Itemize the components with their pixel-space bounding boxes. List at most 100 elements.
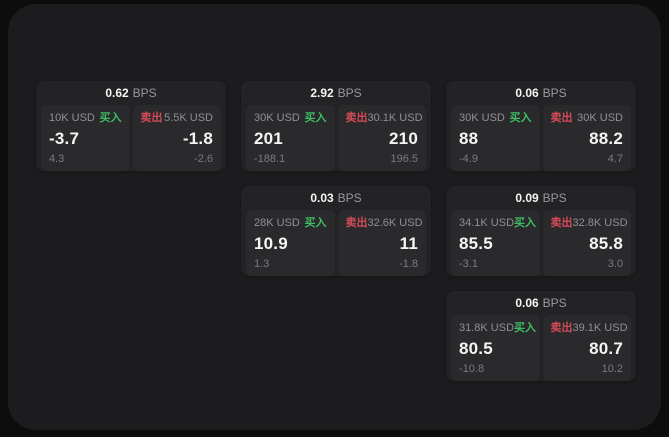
buy-change: -3.1 xyxy=(459,258,478,270)
sell-change: 10.2 xyxy=(601,363,623,375)
sell-side-label: 卖出 xyxy=(550,322,573,334)
buy-side-label: 买入 xyxy=(509,112,532,124)
buy-panel[interactable]: 28K USD 买入 10.9 1.3 xyxy=(246,210,335,276)
quote-card: 0.09 BPS 34.1K USD 买入 85.5 -3.1 卖出 32.8K… xyxy=(446,186,636,276)
quote-card: 0.06 BPS 31.8K USD 买入 80.5 -10.8 卖出 39.1… xyxy=(446,291,636,381)
quote-panels: 30K USD 买入 201 -188.1 卖出 30.1K USD 210 1… xyxy=(241,105,431,171)
sell-change: 4.7 xyxy=(607,153,623,165)
cards-grid: 0.62 BPS 10K USD 买入 -3.7 4.3 卖出 5.5K USD… xyxy=(36,81,636,381)
sell-change: -2.6 xyxy=(194,153,213,165)
bps-value: 0.62 xyxy=(105,86,129,100)
sell-size: 39.1K USD xyxy=(572,322,628,334)
sell-size: 5.5K USD xyxy=(164,112,213,124)
buy-top-row: 30K USD 买入 xyxy=(459,112,532,125)
sell-panel[interactable]: 卖出 30.1K USD 210 196.5 xyxy=(337,105,426,171)
bps-header: 0.09 BPS xyxy=(446,186,636,210)
quote-card: 0.06 BPS 30K USD 买入 88 -4.9 卖出 30K USD 8… xyxy=(446,81,636,171)
sell-top-row: 卖出 32.6K USD xyxy=(345,217,423,230)
sell-panel[interactable]: 卖出 32.8K USD 85.8 3.0 xyxy=(542,210,631,276)
quote-panels: 10K USD 买入 -3.7 4.3 卖出 5.5K USD -1.8 -2.… xyxy=(36,105,226,171)
sell-top-row: 卖出 30K USD xyxy=(551,112,624,125)
bps-unit-label: BPS xyxy=(542,86,567,100)
bps-header: 0.06 BPS xyxy=(446,81,636,105)
buy-change: -4.9 xyxy=(459,153,478,165)
bps-unit-label: BPS xyxy=(337,191,362,205)
sell-price: -1.8 xyxy=(182,129,213,148)
buy-top-row: 34.1K USD 买入 xyxy=(459,217,536,230)
sell-top-row: 卖出 5.5K USD xyxy=(141,112,214,125)
quote-panels: 34.1K USD 买入 85.5 -3.1 卖出 32.8K USD 85.8… xyxy=(446,210,636,276)
bps-header: 0.62 BPS xyxy=(36,81,226,105)
sell-panel[interactable]: 卖出 30K USD 88.2 4.7 xyxy=(542,105,631,171)
buy-price: -3.7 xyxy=(49,129,80,148)
buy-panel[interactable]: 30K USD 买入 201 -188.1 xyxy=(246,105,335,171)
buy-panel[interactable]: 34.1K USD 买入 85.5 -3.1 xyxy=(451,210,540,276)
buy-price: 85.5 xyxy=(459,234,493,253)
buy-price: 80.5 xyxy=(459,339,493,358)
sell-panel[interactable]: 卖出 5.5K USD -1.8 -2.6 xyxy=(132,105,221,171)
sell-size: 32.6K USD xyxy=(367,217,423,229)
sell-change: -1.8 xyxy=(399,258,418,270)
bps-unit-label: BPS xyxy=(542,296,567,310)
app-panel: 0.62 BPS 10K USD 买入 -3.7 4.3 卖出 5.5K USD… xyxy=(8,4,661,430)
bps-unit-label: BPS xyxy=(542,191,567,205)
bps-header: 2.92 BPS xyxy=(241,81,431,105)
sell-size: 30K USD xyxy=(577,112,623,124)
sell-top-row: 卖出 39.1K USD xyxy=(550,322,628,335)
sell-price: 88.2 xyxy=(589,129,623,148)
buy-top-row: 10K USD 买入 xyxy=(49,112,122,125)
sell-side-label: 卖出 xyxy=(550,112,573,124)
quote-panels: 30K USD 买入 88 -4.9 卖出 30K USD 88.2 4.7 xyxy=(446,105,636,171)
quote-card: 0.03 BPS 28K USD 买入 10.9 1.3 卖出 32.6K US… xyxy=(241,186,431,276)
sell-price: 85.8 xyxy=(589,234,623,253)
buy-change: 1.3 xyxy=(254,258,270,270)
quote-card: 2.92 BPS 30K USD 买入 201 -188.1 卖出 30.1K … xyxy=(241,81,431,171)
buy-side-label: 买入 xyxy=(514,322,537,334)
buy-price: 88 xyxy=(459,129,479,148)
buy-size: 30K USD xyxy=(459,112,505,124)
buy-change: -10.8 xyxy=(459,363,485,375)
sell-panel[interactable]: 卖出 39.1K USD 80.7 10.2 xyxy=(542,315,631,381)
bps-value: 0.03 xyxy=(310,191,334,205)
bps-header: 0.06 BPS xyxy=(446,291,636,315)
buy-side-label: 买入 xyxy=(304,217,327,229)
buy-panel[interactable]: 30K USD 买入 88 -4.9 xyxy=(451,105,540,171)
sell-size: 32.8K USD xyxy=(572,217,628,229)
buy-size: 10K USD xyxy=(49,112,95,124)
buy-top-row: 30K USD 买入 xyxy=(254,112,327,125)
buy-panel[interactable]: 10K USD 买入 -3.7 4.3 xyxy=(41,105,130,171)
buy-price: 201 xyxy=(254,129,283,148)
bps-value: 0.06 xyxy=(515,296,539,310)
buy-top-row: 31.8K USD 买入 xyxy=(459,322,536,335)
buy-size: 30K USD xyxy=(254,112,300,124)
buy-size: 34.1K USD xyxy=(459,217,515,229)
sell-panel[interactable]: 卖出 32.6K USD 11 -1.8 xyxy=(337,210,426,276)
bps-unit-label: BPS xyxy=(132,86,157,100)
buy-size: 31.8K USD xyxy=(459,322,515,334)
buy-change: 4.3 xyxy=(49,153,65,165)
sell-side-label: 卖出 xyxy=(345,217,368,229)
sell-top-row: 卖出 32.8K USD xyxy=(551,217,628,230)
quote-panels: 28K USD 买入 10.9 1.3 卖出 32.6K USD 11 -1.8 xyxy=(241,210,431,276)
bps-value: 0.09 xyxy=(515,191,539,205)
bps-value: 0.06 xyxy=(515,86,539,100)
sell-change: 3.0 xyxy=(607,258,623,270)
sell-price: 80.7 xyxy=(589,339,623,358)
quote-panels: 31.8K USD 买入 80.5 -10.8 卖出 39.1K USD 80.… xyxy=(446,315,636,381)
sell-side-label: 卖出 xyxy=(345,112,368,124)
bps-header: 0.03 BPS xyxy=(241,186,431,210)
buy-panel[interactable]: 31.8K USD 买入 80.5 -10.8 xyxy=(451,315,540,381)
sell-top-row: 卖出 30.1K USD xyxy=(345,112,423,125)
bps-unit-label: BPS xyxy=(337,86,362,100)
buy-side-label: 买入 xyxy=(514,217,537,229)
buy-price: 10.9 xyxy=(254,234,288,253)
sell-price: 11 xyxy=(399,234,418,253)
buy-change: -188.1 xyxy=(254,153,286,165)
sell-size: 30.1K USD xyxy=(367,112,423,124)
sell-side-label: 卖出 xyxy=(140,112,163,124)
buy-side-label: 买入 xyxy=(304,112,327,124)
bps-value: 2.92 xyxy=(310,86,334,100)
quote-card: 0.62 BPS 10K USD 买入 -3.7 4.3 卖出 5.5K USD… xyxy=(36,81,226,171)
sell-change: 196.5 xyxy=(390,153,418,165)
buy-top-row: 28K USD 买入 xyxy=(254,217,327,230)
